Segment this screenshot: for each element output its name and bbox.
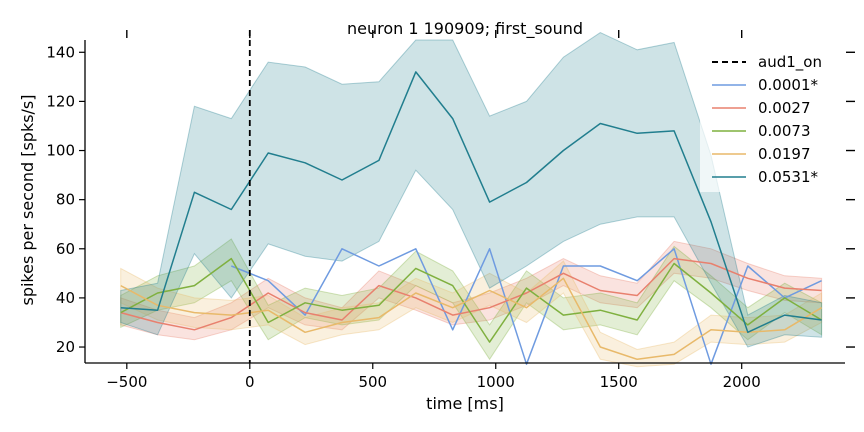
legend-label: 0.0027 — [758, 99, 811, 117]
legend-background — [700, 44, 840, 192]
x-tick-label: 0 — [245, 373, 255, 391]
y-tick-label: 120 — [46, 92, 75, 110]
y-tick-label: 20 — [56, 338, 75, 356]
y-tick-label: 80 — [56, 191, 75, 209]
x-tick-label: −500 — [106, 373, 147, 391]
band-series-2 — [120, 240, 823, 341]
y-tick-label: 60 — [56, 240, 75, 258]
chart-title: neuron 1 190909; first_sound — [347, 19, 583, 39]
series-lines — [120, 71, 822, 365]
x-tick-label: 1000 — [477, 373, 515, 391]
y-axis-label: spikes per second [spks/s] — [18, 94, 37, 305]
line-series-4 — [120, 277, 822, 361]
line-series-1 — [231, 248, 822, 365]
line-series-5 — [120, 71, 822, 334]
legend: aud1_on 0.0001* 0.0027 0.0073 0.0197 0.0531* — [700, 44, 840, 192]
legend-label: 0.0531* — [758, 168, 818, 186]
x-tick-label: 1500 — [600, 373, 638, 391]
legend-label: 0.0073 — [758, 122, 811, 140]
line-series-2 — [120, 257, 822, 331]
x-tick-label: 2000 — [723, 373, 761, 391]
y-tick-label: 140 — [46, 43, 75, 61]
line-series-3 — [120, 257, 822, 343]
band-series-4 — [120, 260, 823, 368]
x-tick-label: 500 — [358, 373, 387, 391]
legend-label: 0.0001* — [758, 76, 818, 94]
x-axis-label: time [ms] — [426, 394, 504, 413]
axes: −500 0 500 1000 1500 2000 20 40 60 80 100 120 140 — [46, 30, 855, 391]
band-series-5 — [120, 32, 823, 348]
legend-label: aud1_on — [758, 53, 822, 72]
y-tick-label: 100 — [46, 142, 75, 160]
y-tick-label: 40 — [56, 289, 75, 307]
legend-label: 0.0197 — [758, 145, 811, 163]
